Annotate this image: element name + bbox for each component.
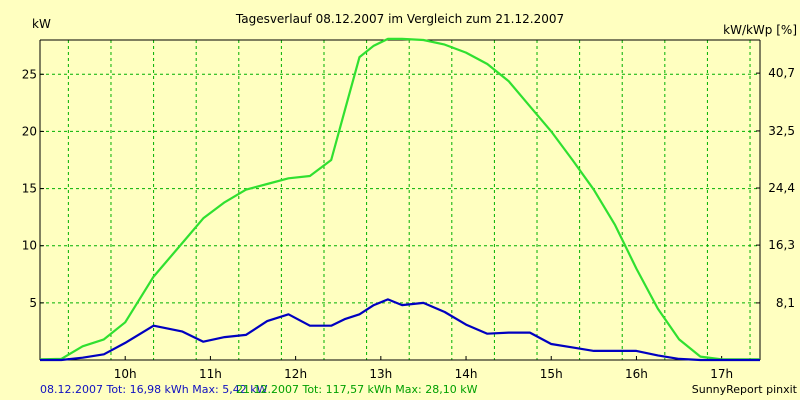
y-tick-right-4: 40,7 bbox=[768, 66, 795, 80]
footer-series-2-summary: 21.12.2007 Tot: 117,57 kWh Max: 28,10 kW bbox=[236, 383, 478, 396]
x-tick-7: 17h bbox=[710, 367, 733, 381]
axes bbox=[39, 39, 761, 361]
chart-title: Tagesverlauf 08.12.2007 im Vergleich zum… bbox=[235, 12, 564, 26]
x-tick-2: 12h bbox=[284, 367, 307, 381]
y-tick-left-2: 15 bbox=[22, 182, 37, 196]
footer-credit: SunnyReport pinxit bbox=[692, 383, 798, 396]
tick-labels: 5 10 15 20 25 8,1 16,3 24,4 32,5 40,7 10h 11h 12h 13h… bbox=[22, 66, 795, 381]
series-lines bbox=[39, 37, 760, 362]
grid bbox=[40, 40, 760, 360]
y-tick-left-1: 10 bbox=[22, 239, 37, 253]
x-tick-4: 14h bbox=[455, 367, 478, 381]
x-tick-3: 13h bbox=[369, 367, 392, 381]
y-tick-left-0: 5 bbox=[29, 296, 37, 310]
y-tick-left-3: 20 bbox=[22, 124, 37, 138]
footer-series-1-summary: 08.12.2007 Tot: 16,98 kWh Max: 5,42 kW bbox=[40, 383, 268, 396]
y-tick-right-1: 16,3 bbox=[768, 238, 795, 252]
y-axis-left-label: kW bbox=[32, 17, 51, 31]
y-tick-right-3: 32,5 bbox=[768, 124, 795, 138]
x-tick-5: 15h bbox=[540, 367, 563, 381]
y-axis-right-label: kW/kWp [%] bbox=[723, 23, 797, 37]
x-tick-0: 10h bbox=[114, 367, 137, 381]
x-tick-1: 11h bbox=[199, 367, 222, 381]
x-tick-6: 16h bbox=[625, 367, 648, 381]
y-tick-right-0: 8,1 bbox=[776, 296, 795, 310]
y-tick-left-4: 25 bbox=[22, 67, 37, 81]
series-line-1 bbox=[40, 298, 760, 362]
series-line-0 bbox=[39, 37, 760, 361]
y-tick-right-2: 24,4 bbox=[768, 181, 795, 195]
